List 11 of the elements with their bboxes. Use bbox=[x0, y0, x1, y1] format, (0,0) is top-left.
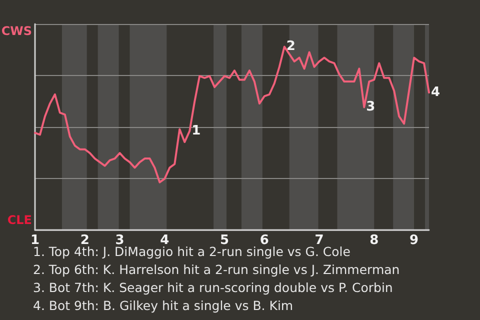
text: 4 bbox=[431, 85, 440, 100]
x-tick-label: 8 bbox=[370, 233, 379, 248]
text: 3. Bot 7th: K. Seager hit a run-scoring double vs P. Corbin bbox=[33, 280, 393, 295]
annotation: 1 bbox=[192, 124, 201, 139]
annotation: 3 bbox=[366, 100, 376, 115]
annotation: 2 bbox=[286, 39, 296, 54]
text: CWS bbox=[1, 24, 32, 38]
text: 2. Top 6th: K. Harrelson hit a 2-run single vs J. Zimmerman bbox=[33, 262, 400, 277]
text: CLE bbox=[7, 213, 32, 227]
x-tick-label: 9 bbox=[410, 233, 419, 248]
text: 4. Bot 9th: B. Gilkey hit a single vs B. Kim bbox=[33, 298, 294, 313]
